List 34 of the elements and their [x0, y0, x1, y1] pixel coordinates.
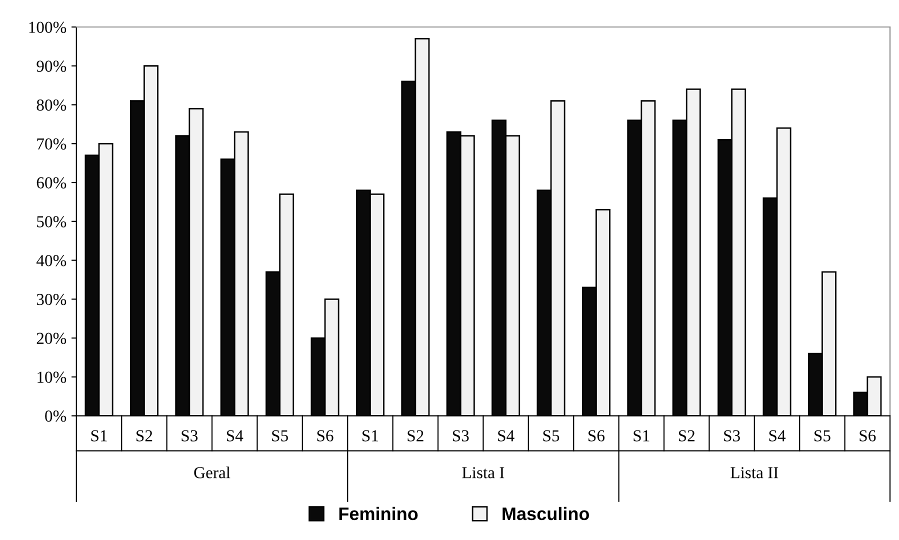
x-tick-label: S5 [814, 430, 830, 442]
y-tick-label: 50% [37, 216, 66, 228]
y-tick-label: 0% [45, 410, 66, 422]
x-tick-label: S3 [182, 430, 198, 442]
x-tick-label: S2 [678, 430, 694, 442]
x-tick-label: S3 [452, 430, 469, 442]
y-tick-label: 80% [36, 99, 66, 111]
y-tick-label: 10% [38, 372, 66, 383]
legend-label: Masculino [502, 506, 590, 520]
x-tick-label: S3 [724, 430, 740, 442]
x-tick-label: S4 [226, 430, 244, 442]
x-tick-label: S4 [498, 430, 514, 442]
y-tick-label: 100% [29, 22, 66, 33]
x-tick-label: S2 [408, 430, 424, 442]
x-tick-label: S2 [136, 430, 152, 442]
x-tick-label: S6 [588, 430, 605, 442]
y-tick-label: 70% [37, 138, 66, 150]
x-tick-label: S1 [362, 430, 378, 442]
x-tick-label: S6 [317, 430, 334, 442]
legend-label: Feminino [339, 506, 418, 520]
x-tick-label: S1 [91, 430, 107, 442]
y-tick-label: 30% [36, 294, 66, 306]
x-tick-label: S5 [543, 430, 560, 442]
y-tick-label: 20% [36, 332, 66, 344]
y-tick-label: 90% [36, 60, 66, 72]
x-tick-label: S1 [634, 430, 650, 442]
text: Geral [194, 466, 230, 478]
y-tick-label: 60% [36, 177, 66, 189]
x-tick-label: S4 [769, 430, 786, 442]
text: Lista I [462, 467, 504, 478]
x-tick-label: S5 [272, 430, 288, 442]
text: Lista II [730, 467, 778, 478]
x-tick-label: S6 [860, 430, 876, 442]
y-tick-label: 40% [36, 254, 66, 266]
